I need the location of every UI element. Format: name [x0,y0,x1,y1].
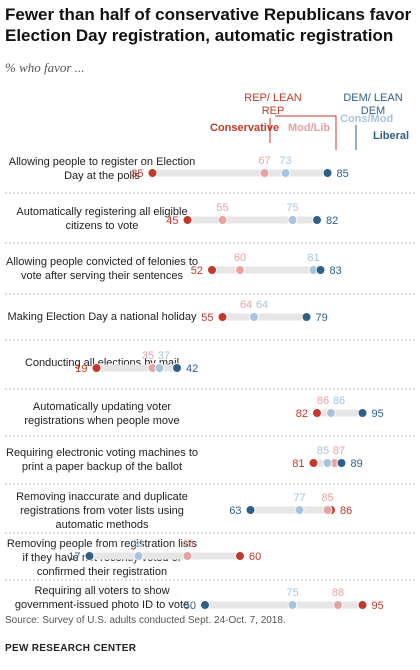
dem-group-header: DEM/ LEAN DEM [343,92,403,117]
label-conservative-9: 95 [372,600,384,612]
label-liberal-9: 50 [184,600,196,612]
label-mod-lib-4: 35 [142,350,154,362]
dot-liberal-1 [312,215,322,225]
dot-liberal-4 [172,363,182,373]
row-label-3: Making Election Day a national holiday [7,311,197,323]
dot-mod-lib-9 [333,600,343,610]
dot-conservative-0 [147,168,158,178]
label-mod-lib-2: 60 [234,252,246,264]
dot-cons-mod-5 [326,408,336,418]
dot-liberal-3 [301,312,312,322]
label-liberal-2: 83 [330,265,342,277]
dot-liberal-5 [357,408,368,418]
label-cons-mod-3: 64 [256,299,268,311]
label-mod-lib-8: 45 [181,538,193,550]
label-conservative-4: 19 [75,363,87,375]
label-mod-lib-1: 55 [216,202,228,214]
row-label-5: Automatically updating voter registratio… [24,401,180,427]
dot-liberal-2 [315,265,326,275]
label-liberal-5: 95 [372,408,384,420]
label-cons-mod-9: 75 [286,587,298,599]
label-mod-lib-6: 87 [333,445,345,457]
label-liberal-4: 42 [186,363,198,375]
dot-mod-lib-0 [259,168,270,178]
rep-bracket-line [275,115,337,150]
dot-conservative-8 [235,551,245,561]
row-label-1: Automatically registering all eligible c… [16,206,188,232]
dot-liberal-0 [322,168,333,178]
dot-liberal-8 [84,551,95,561]
dot-liberal-7 [245,505,256,515]
row-label-6: Requiring electronic voting machines to … [6,447,198,473]
dot-cons-mod-7 [294,505,305,515]
pew-logo-text: PEW RESEARCH CENTER [5,643,137,654]
dot-cons-mod-9 [287,600,298,610]
label-cons-mod-1: 75 [286,202,298,214]
label-cons-mod-5: 86 [333,395,345,407]
label-cons-mod-6: 85 [317,445,329,457]
dot-conservative-9 [357,600,368,610]
legend-conservative: Conservative [210,122,280,134]
dot-mod-lib-1 [217,215,228,225]
row-label-7: Removing inaccurate and duplicate regist… [16,491,188,531]
label-conservative-6: 81 [292,458,304,470]
label-conservative-3: 55 [201,312,213,324]
label-conservative-8: 60 [249,551,261,563]
source-note: Source: Survey of U.S. adults conducted … [5,615,286,626]
dot-mod-lib-7 [322,505,333,515]
label-liberal-8: 17 [68,551,80,563]
legend-cons-mod: Cons/Mod [340,113,394,125]
legend-liberal: Liberal [373,130,410,142]
dot-cons-mod-8 [133,551,144,561]
label-mod-lib-3: 64 [240,299,252,311]
label-liberal-3: 79 [316,312,328,324]
label-cons-mod-0: 73 [279,155,291,167]
label-liberal-0: 85 [337,168,349,180]
label-conservative-2: 52 [191,265,203,277]
dot-conservative-3 [217,312,228,322]
dot-conservative-6 [308,458,319,468]
label-cons-mod-2: 81 [307,252,319,264]
dot-cons-mod-3 [249,312,259,322]
label-liberal-1: 82 [326,215,338,227]
chart-subtitle: % who favor ... [5,60,85,75]
dot-conservative-2 [207,265,217,275]
chart-title: Fewer than half of conservative Republic… [5,5,412,45]
label-cons-mod-4: 37 [158,350,170,362]
row-label-0: Allowing people to register on Election … [8,156,196,182]
row-label-2: Allowing people convicted of felonies to… [5,256,198,282]
legend-mod-lib: Mod/Lib [288,122,331,134]
label-cons-mod-7: 77 [293,492,305,504]
dot-liberal-6 [336,458,347,468]
row-label-9: Requiring all voters to show government-… [14,585,190,611]
label-mod-lib-5: 86 [317,395,329,407]
label-liberal-7: 63 [229,505,241,517]
dot-conservative-1 [182,215,193,225]
dot-cons-mod-4 [154,363,165,373]
dot-cons-mod-0 [280,168,291,178]
rep-group-header: REP/ LEAN REP [244,92,302,117]
label-conservative-5: 82 [296,408,308,420]
label-mod-lib-9: 88 [332,587,344,599]
dot-conservative-5 [312,408,322,418]
dot-cons-mod-6 [322,458,333,468]
dot-liberal-9 [200,600,210,610]
dot-cons-mod-1 [287,215,298,225]
dot-conservative-4 [91,363,102,373]
label-conservative-0: 35 [131,168,143,180]
label-conservative-7: 86 [340,505,352,517]
label-conservative-1: 45 [166,215,178,227]
label-cons-mod-8: 31 [132,538,144,550]
dot-mod-lib-2 [235,265,245,275]
label-mod-lib-0: 67 [258,155,270,167]
label-liberal-6: 89 [351,458,363,470]
dot-mod-lib-8 [182,551,193,561]
label-mod-lib-7: 85 [321,492,333,504]
